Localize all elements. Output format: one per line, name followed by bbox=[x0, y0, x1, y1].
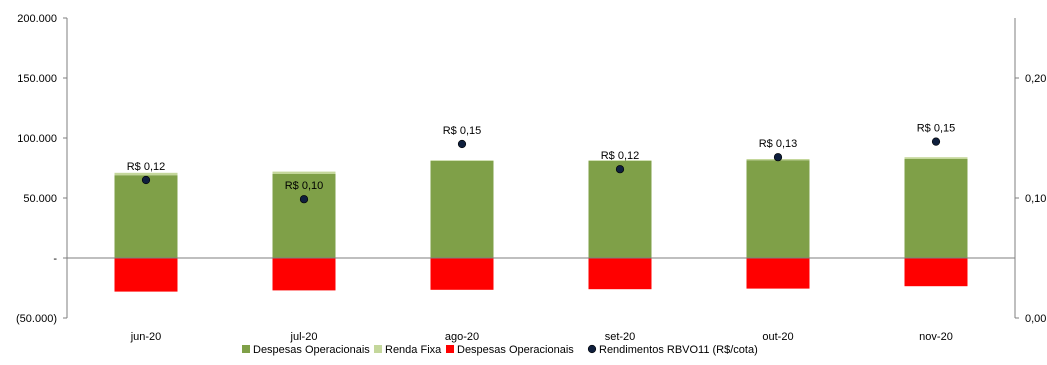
rendimento-point bbox=[774, 153, 782, 161]
left-tick-label: (50.000) bbox=[16, 313, 57, 325]
bar-renda-fixa bbox=[905, 157, 968, 159]
bar-despesas-operacionais-positive bbox=[589, 161, 652, 258]
x-tick-label: out-20 bbox=[762, 331, 793, 343]
bar-despesas-operacionais-negative bbox=[273, 258, 336, 290]
bar-series bbox=[115, 157, 968, 291]
bar-renda-fixa bbox=[273, 172, 336, 174]
bar-despesas-operacionais-positive bbox=[431, 161, 494, 258]
legend-label: Rendimentos RBVO11 (R$/cota) bbox=[599, 344, 758, 356]
rendimento-point bbox=[458, 140, 466, 148]
left-tick-label: 50.000 bbox=[23, 193, 57, 205]
legend-label: Despesas Operacionais bbox=[253, 344, 370, 356]
right-axis: 0,00 0,10 0,20 bbox=[1015, 18, 1046, 325]
rendimento-data-label: R$ 0,15 bbox=[443, 125, 482, 137]
bar-despesas-operacionais-negative bbox=[431, 258, 494, 290]
right-tick-label: 0,20 bbox=[1025, 73, 1046, 85]
legend-marker-square bbox=[446, 345, 454, 353]
rendimento-data-label: R$ 0,13 bbox=[759, 138, 798, 150]
rendimento-data-label: R$ 0,15 bbox=[917, 123, 956, 135]
rendimento-point bbox=[932, 138, 940, 146]
left-tick-label: - bbox=[53, 253, 57, 265]
rendimento-point bbox=[616, 165, 624, 173]
x-tick-label: jun-20 bbox=[130, 331, 162, 343]
bar-despesas-operacionais-negative bbox=[589, 258, 652, 289]
bar-renda-fixa bbox=[431, 160, 494, 161]
legend-label: Despesas Operacionais bbox=[457, 344, 574, 356]
legend: Despesas Operacionais Renda Fixa Despesas … bbox=[242, 344, 758, 356]
legend-marker-square bbox=[374, 345, 382, 353]
rendimento-point bbox=[142, 176, 150, 184]
x-axis-labels: jun-20 jul-20 ago-20 set-20 out-20 nov-20 bbox=[130, 331, 953, 343]
right-tick-label: 0,10 bbox=[1025, 193, 1046, 205]
left-tick-label: 100.000 bbox=[17, 133, 57, 145]
x-tick-label: set-20 bbox=[605, 331, 636, 343]
bar-renda-fixa bbox=[115, 173, 178, 175]
rendimento-data-label: R$ 0,12 bbox=[601, 150, 640, 162]
rendimento-data-label: R$ 0,10 bbox=[285, 180, 324, 192]
legend-marker-square bbox=[242, 345, 250, 353]
x-tick-label: jul-20 bbox=[290, 331, 318, 343]
legend-label: Renda Fixa bbox=[385, 344, 442, 356]
bar-despesas-operacionais-negative bbox=[115, 258, 178, 292]
left-axis: (50.000) - 50.000 100.000 150.000 200.000 bbox=[16, 13, 67, 325]
rendimento-point bbox=[300, 195, 308, 203]
rendimento-data-label: R$ 0,12 bbox=[127, 161, 166, 173]
bar-despesas-operacionais-positive bbox=[115, 175, 178, 258]
bar-despesas-operacionais-positive bbox=[747, 160, 810, 258]
bar-despesas-operacionais-negative bbox=[905, 258, 968, 286]
bar-despesas-operacionais-positive bbox=[905, 159, 968, 258]
left-tick-label: 200.000 bbox=[17, 13, 57, 25]
left-tick-label: 150.000 bbox=[17, 73, 57, 85]
x-tick-label: ago-20 bbox=[445, 331, 479, 343]
bar-despesas-operacionais-negative bbox=[747, 258, 810, 289]
x-tick-label: nov-20 bbox=[919, 331, 953, 343]
legend-marker-circle bbox=[588, 345, 596, 353]
right-tick-label: 0,00 bbox=[1025, 313, 1046, 325]
scatter-series: R$ 0,12 R$ 0,10 R$ 0,15 R$ 0,12 R$ 0,13 R$ 0,… bbox=[127, 123, 956, 203]
